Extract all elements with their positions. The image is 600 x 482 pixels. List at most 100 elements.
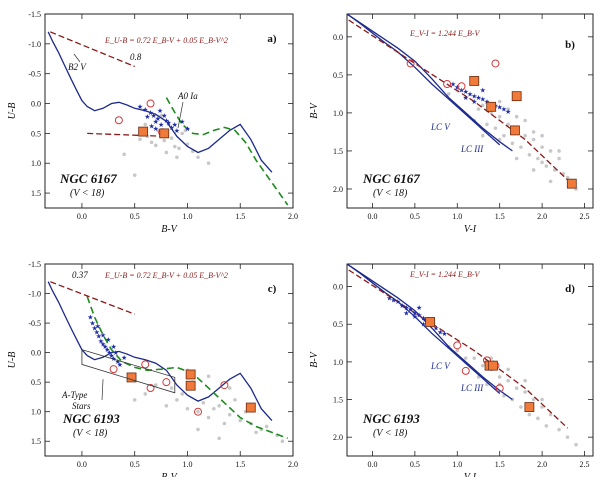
member-star-point: ★ — [147, 109, 153, 117]
field-star-point — [536, 156, 540, 161]
panel-a: 0.0 0.5 1.0 1.5 2.0 -1.5 -1.0 -0.5 0.0 0.5 1.0 1.5 B… — [7, 10, 298, 235]
member-star-point: ★ — [172, 121, 178, 129]
plot-data: ★★★★★★★★★★★★★★★★★★★★ — [47, 31, 289, 206]
reddening-equation: E_V-I = 1.244 E_B-V — [409, 270, 480, 279]
square-point — [566, 178, 577, 189]
series-line — [347, 264, 501, 394]
member-star-point: ★ — [117, 361, 123, 369]
member-star-point: ★ — [100, 331, 106, 339]
x-tick-label: 1.5 — [495, 212, 505, 221]
square-point — [486, 101, 497, 112]
member-star-point: ★ — [158, 121, 164, 129]
field-star-point — [173, 144, 177, 149]
x-tick-label: 1.0 — [452, 460, 462, 469]
curve-annotation: LC V — [430, 361, 451, 371]
field-star-point — [132, 398, 137, 402]
field-star-point — [480, 363, 485, 368]
x-axis-label: B-V — [161, 472, 178, 477]
open-circle-point — [495, 384, 504, 393]
reddening-equation: E_V-I = 1.244 E_B-V — [409, 29, 480, 38]
series-line — [347, 14, 513, 152]
field-star-point — [540, 405, 544, 409]
member-star-point: ★ — [148, 123, 154, 131]
field-star-point — [523, 390, 527, 394]
field-star-point — [523, 378, 527, 383]
field-star-point — [489, 111, 494, 115]
panel-label: a) — [267, 33, 277, 45]
field-star-point — [138, 137, 142, 142]
field-star-point — [523, 118, 527, 123]
field-star-point — [557, 149, 561, 153]
field-star-point — [519, 405, 523, 409]
member-star-point: ★ — [450, 80, 456, 88]
open-circle-point — [141, 360, 150, 369]
member-star-point: ★ — [151, 112, 157, 120]
series-line — [87, 132, 167, 138]
curve-annotation: 0.8 — [130, 52, 142, 62]
field-star-point — [527, 412, 532, 417]
member-star-point: ★ — [174, 127, 180, 135]
square-point — [159, 128, 170, 139]
y-axis-label: B-V — [309, 101, 320, 118]
field-star-point — [175, 398, 179, 402]
square-point — [185, 380, 196, 391]
magnitude-limit: (V < 18) — [70, 188, 105, 199]
field-star-point — [446, 92, 451, 96]
x-tick-label: 1.5 — [495, 460, 505, 469]
field-star-point — [159, 113, 163, 118]
square-point — [185, 369, 196, 380]
field-star-point — [164, 403, 169, 408]
field-star-point — [196, 409, 200, 414]
member-star-point: ★ — [89, 320, 95, 328]
member-star-point: ★ — [113, 349, 119, 357]
field-star-point — [455, 348, 460, 353]
cluster-name: NGC 6167 — [59, 171, 117, 186]
y-tick-label: -1.5 — [28, 260, 41, 269]
member-star-point: ★ — [102, 343, 108, 351]
field-star-point — [164, 150, 169, 155]
member-star-point: ★ — [467, 90, 473, 98]
series-line — [347, 264, 513, 401]
x-tick-label: 2.0 — [537, 460, 547, 469]
member-star-point: ★ — [480, 96, 486, 104]
y-tick-label: 0.5 — [31, 129, 41, 138]
field-star-point — [531, 137, 536, 142]
member-star-point: ★ — [95, 323, 101, 331]
member-star-point: ★ — [110, 343, 116, 351]
field-star-point — [254, 430, 258, 435]
panel-b: 0.0 0.5 1.0 1.5 2.0 2.5 0.0 0.5 1.0 1.5 2.0 V-I B-V ★… — [309, 13, 594, 235]
field-star-point — [548, 412, 553, 417]
x-axis-label: V-I — [464, 224, 477, 235]
open-circle-point — [443, 79, 452, 88]
y-axis-label: U-B — [7, 352, 18, 369]
x-tick-label: 2.5 — [580, 460, 590, 469]
field-star-point — [177, 146, 181, 151]
field-star-point — [169, 136, 174, 140]
y-tick-label: 0.0 — [31, 349, 41, 358]
field-star-point — [280, 439, 285, 444]
x-tick-label: 2.5 — [580, 212, 590, 221]
x-tick-label: 0.5 — [130, 460, 140, 469]
series-line — [50, 31, 135, 68]
reddening-equation: E_U-B = 0.72 E_B-V + 0.05 E_B-V^2 — [104, 36, 228, 45]
member-star-point: ★ — [165, 119, 171, 127]
curve-annotation: Stars — [72, 401, 91, 411]
cluster-name: NGC 6193 — [62, 411, 120, 426]
field-star-point — [480, 133, 485, 138]
curve-annotation: A0 Ia — [177, 91, 198, 101]
field-star-point — [565, 435, 570, 439]
x-tick-label: 1.0 — [182, 460, 192, 469]
member-star-point: ★ — [105, 336, 111, 344]
member-star-point: ★ — [106, 349, 112, 357]
series-line — [165, 97, 289, 206]
member-star-point: ★ — [144, 113, 150, 121]
field-star-point — [514, 386, 519, 391]
member-star-point: ★ — [463, 88, 469, 96]
y-axis-label: B-V — [309, 350, 320, 367]
square-point — [138, 126, 149, 137]
series-line — [348, 19, 569, 181]
member-star-point: ★ — [386, 294, 392, 302]
open-circle-point — [220, 381, 229, 390]
field-star-point — [540, 133, 544, 138]
member-star-point: ★ — [403, 309, 409, 317]
